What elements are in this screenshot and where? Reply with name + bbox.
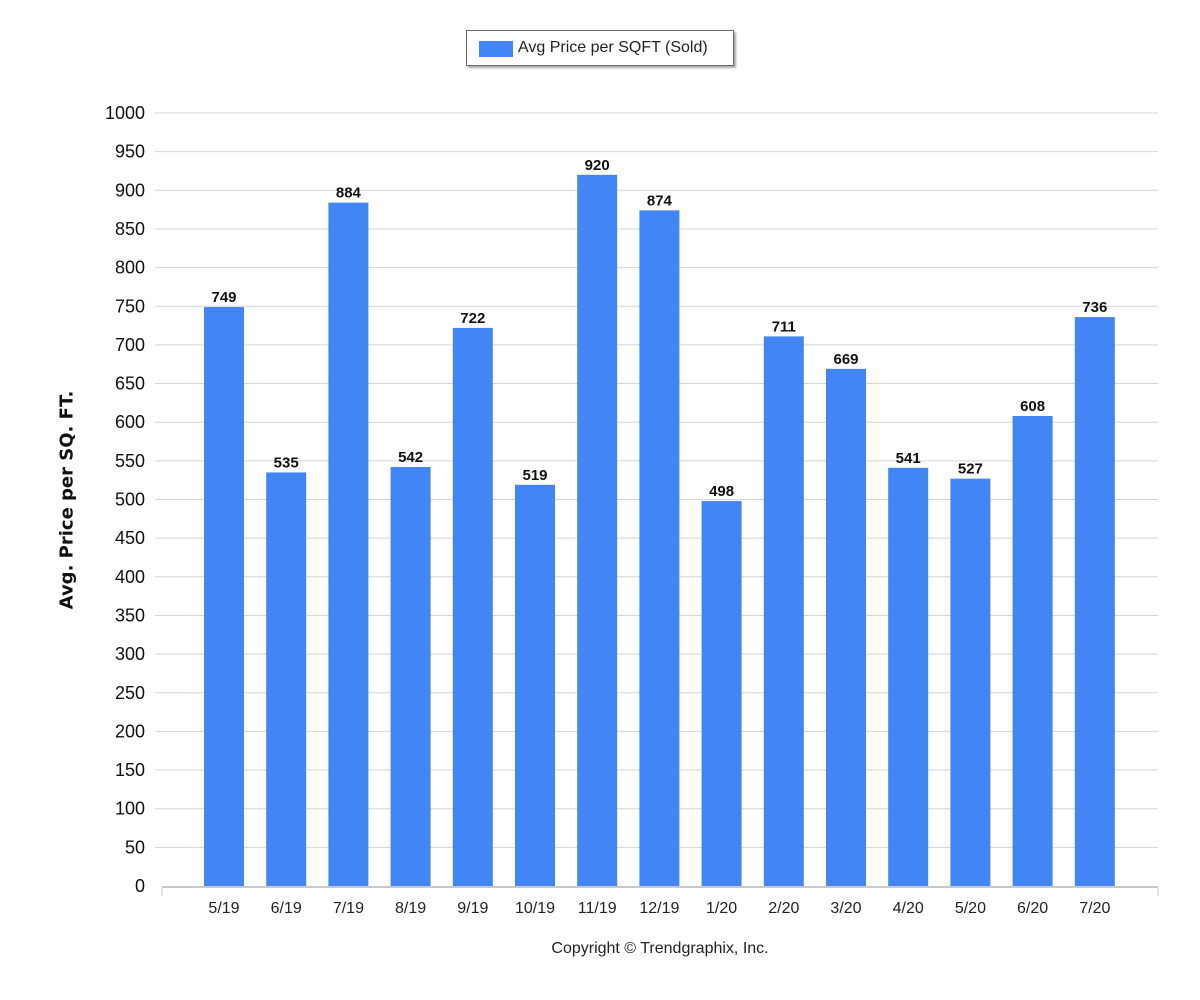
bar <box>204 307 244 886</box>
x-tick-label: 8/19 <box>395 900 426 917</box>
bar <box>763 336 804 887</box>
bar-value-label: 498 <box>709 483 734 500</box>
legend-swatch <box>479 41 513 57</box>
x-tick-label: 10/19 <box>515 900 555 917</box>
x-tick-label: 12/19 <box>639 900 679 917</box>
y-tick-label: 800 <box>115 258 145 278</box>
y-tick-label: 450 <box>115 528 145 548</box>
bar-value-label: 920 <box>585 157 610 174</box>
bar <box>577 174 618 887</box>
y-tick-label: 850 <box>115 219 145 239</box>
y-tick-label: 400 <box>115 567 145 587</box>
y-tick-label: 150 <box>115 760 145 780</box>
bar <box>515 484 555 886</box>
bar-value-label: 527 <box>958 461 983 478</box>
legend-label: Avg Price per SQFT (Sold) <box>518 39 708 56</box>
y-tick-label: 950 <box>115 142 145 162</box>
y-tick-label: 50 <box>125 837 145 857</box>
bar-value-label: 711 <box>772 318 796 335</box>
x-tick-label: 5/20 <box>955 900 986 917</box>
y-tick-label: 350 <box>115 605 145 625</box>
bar <box>452 327 493 886</box>
bar <box>950 478 991 886</box>
copyright-text: Copyright © Trendgraphix, Inc. <box>551 940 769 957</box>
bar-value-label: 542 <box>398 449 423 466</box>
bar-value-label: 541 <box>896 450 921 467</box>
y-tick-label: 0 <box>135 876 145 896</box>
bar-value-label: 608 <box>1020 398 1045 415</box>
bar <box>328 202 369 887</box>
x-tick-label: 9/19 <box>457 900 488 917</box>
bar-value-label: 519 <box>522 467 547 484</box>
x-tick-label: 5/19 <box>208 900 239 917</box>
y-tick-label: 250 <box>115 683 145 703</box>
legend: Avg Price per SQFT (Sold) <box>466 30 734 66</box>
y-tick-label: 300 <box>115 644 145 664</box>
x-tick-label: 3/20 <box>830 900 861 917</box>
bar-value-label: 722 <box>460 310 485 327</box>
x-tick-label: 7/19 <box>333 900 364 917</box>
y-tick-label: 100 <box>115 799 145 819</box>
x-tick-label: 11/19 <box>578 900 617 917</box>
bar-value-label: 874 <box>647 192 673 209</box>
y-tick-label: 500 <box>115 490 145 510</box>
bar <box>390 467 431 886</box>
x-tick-label: 7/20 <box>1079 900 1110 917</box>
x-tick-label: 4/20 <box>893 900 924 917</box>
y-tick-label: 700 <box>115 335 145 355</box>
bar-value-label: 669 <box>833 351 858 368</box>
y-tick-label: 750 <box>115 296 145 316</box>
y-tick-label: 1000 <box>105 103 145 123</box>
bar <box>826 368 866 886</box>
x-tick-label: 1/20 <box>706 900 737 917</box>
bar-value-label: 884 <box>336 185 362 202</box>
y-tick-label: 900 <box>115 180 145 200</box>
bar <box>701 501 742 886</box>
y-tick-label: 200 <box>115 721 145 741</box>
bar <box>266 472 307 886</box>
x-tick-label: 6/19 <box>271 900 302 917</box>
y-tick-label: 550 <box>115 451 145 471</box>
bar <box>1074 317 1115 886</box>
bar <box>888 467 929 886</box>
x-tick-label: 6/20 <box>1017 900 1048 917</box>
bar-value-label: 736 <box>1082 299 1107 316</box>
y-tick-label: 600 <box>115 412 145 432</box>
bar <box>1012 416 1053 886</box>
y-tick-label: 650 <box>115 374 145 394</box>
bar-value-label: 749 <box>211 289 236 306</box>
bar <box>639 210 680 886</box>
x-tick-label: 2/20 <box>768 900 799 917</box>
bar-value-label: 535 <box>274 454 299 471</box>
